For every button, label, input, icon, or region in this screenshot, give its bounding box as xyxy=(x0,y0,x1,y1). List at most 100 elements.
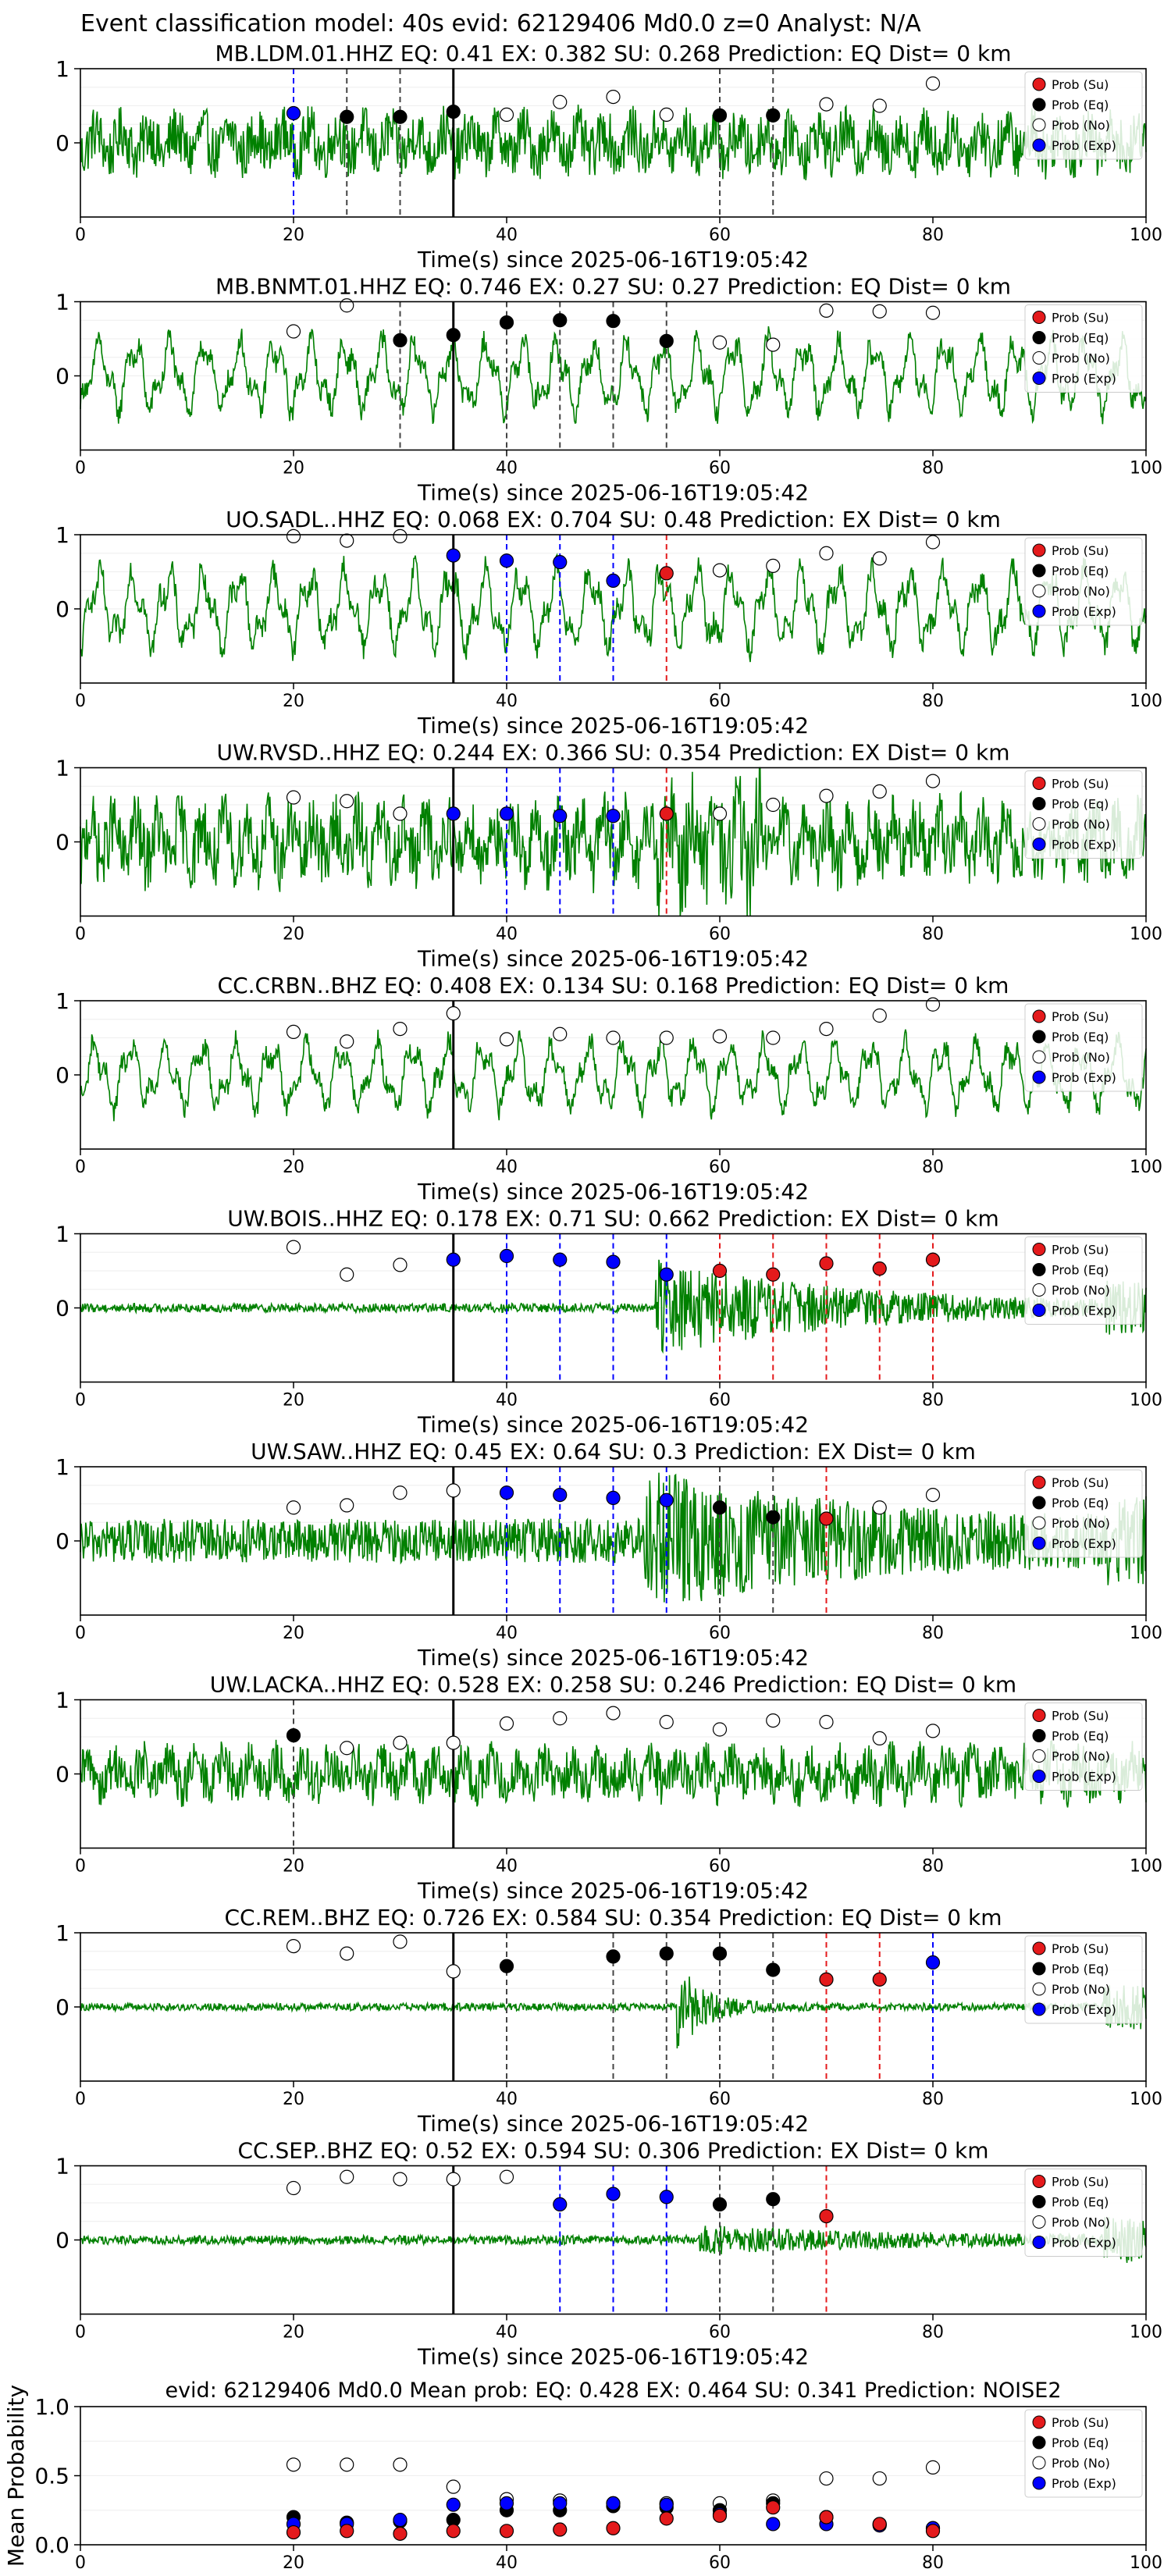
mean-marker-su xyxy=(606,2521,621,2535)
legend-label-eq: Prob (Eq) xyxy=(1052,2195,1109,2210)
prob-marker-no xyxy=(286,2180,301,2196)
x-tick-label: 40 xyxy=(496,1857,518,1877)
legend-marker-ex xyxy=(1032,1304,1046,1317)
legend-label-no: Prob (No) xyxy=(1052,1283,1110,1298)
prob-marker-no xyxy=(925,997,941,1012)
mean-marker-su xyxy=(553,2522,568,2537)
mean-marker-no xyxy=(872,2471,887,2486)
prob-marker-ex xyxy=(659,1493,674,1507)
x-tick-label: 100 xyxy=(1130,692,1162,711)
legend-frame xyxy=(1024,2169,1143,2257)
panel-title: MB.LDM.01.HHZ EQ: 0.41 EX: 0.382 SU: 0.2… xyxy=(215,41,1012,66)
prob-marker-ex xyxy=(499,806,514,821)
prob-marker-eq xyxy=(606,1949,621,1964)
x-tick-label: 100 xyxy=(1130,1391,1162,1411)
x-tick-label: 0 xyxy=(75,1624,86,1643)
prob-marker-eq xyxy=(553,313,568,328)
x-tick-label: 100 xyxy=(1130,925,1162,945)
prob-marker-no xyxy=(340,1267,354,1282)
prob-marker-eq xyxy=(499,1959,514,1973)
panel-cc-sep--bhz: CC.SEP..BHZ EQ: 0.52 EX: 0.594 SU: 0.306… xyxy=(55,2138,1162,2370)
legend-frame xyxy=(1024,1469,1143,1558)
legend-marker-ex xyxy=(1032,372,1046,385)
x-tick-label: 80 xyxy=(922,226,944,245)
prob-marker-no xyxy=(925,76,941,91)
x-tick-label: 100 xyxy=(1130,1158,1162,1177)
prob-marker-no xyxy=(712,1722,728,1737)
y-tick-label: 1 xyxy=(55,290,69,315)
x-tick-label: 60 xyxy=(709,2090,731,2109)
x-axis-label: Time(s) since 2025-06-16T19:05:42 xyxy=(417,1878,809,1904)
prob-marker-no xyxy=(872,784,887,799)
legend-marker-eq xyxy=(1032,797,1046,810)
panel-uw-saw--hhz: UW.SAW..HHZ EQ: 0.45 EX: 0.64 SU: 0.3 Pr… xyxy=(55,1439,1162,1670)
legend: Prob (Su) Prob (Eq) Prob (No) Prob (Exp) xyxy=(1024,1236,1143,1325)
legend-frame xyxy=(1024,1003,1143,1092)
prob-marker-no xyxy=(925,305,941,320)
x-tick-label: 0 xyxy=(75,1391,86,1411)
mean-marker-ex xyxy=(659,2497,674,2512)
legend-marker-su xyxy=(1032,1243,1046,1256)
x-tick-label: 60 xyxy=(709,1857,731,1877)
prob-marker-su xyxy=(766,1267,781,1282)
legend-frame xyxy=(1024,537,1143,626)
prob-marker-no xyxy=(819,97,834,112)
x-tick-label: 60 xyxy=(709,226,731,245)
legend: Prob (Su) Prob (Eq) Prob (No) Prob (Exp) xyxy=(1024,71,1143,160)
legend-marker-eq xyxy=(1032,1263,1046,1276)
panel-mb-ldm-01-hhz: MB.LDM.01.HHZ EQ: 0.41 EX: 0.382 SU: 0.2… xyxy=(55,41,1162,272)
prob-marker-no xyxy=(766,337,781,352)
legend-marker-eq xyxy=(1032,1496,1046,1510)
x-tick-label: 60 xyxy=(709,1391,731,1411)
prob-marker-su xyxy=(659,566,674,581)
prob-marker-no xyxy=(286,1240,301,1254)
legend-marker-su xyxy=(1032,1941,1046,1955)
legend: Prob (Su) Prob (Eq) Prob (No) Prob (Exp) xyxy=(1024,1703,1143,1791)
x-tick-label: 80 xyxy=(922,2323,944,2343)
panel-title: UW.LACKA..HHZ EQ: 0.528 EX: 0.258 SU: 0.… xyxy=(210,1672,1016,1698)
x-tick-label: 80 xyxy=(922,2090,944,2109)
mean-marker-su xyxy=(766,2500,781,2515)
x-tick-label: 60 xyxy=(709,2323,731,2343)
mean-marker-su xyxy=(499,2524,514,2539)
prob-marker-no xyxy=(766,558,781,574)
prob-marker-eq xyxy=(286,1728,301,1743)
mean-marker-no xyxy=(925,2460,941,2475)
legend-marker-eq xyxy=(1032,564,1046,578)
prob-marker-no xyxy=(499,1716,514,1731)
prob-marker-no xyxy=(819,788,834,803)
prob-marker-no xyxy=(446,1483,461,1498)
x-tick-label: 60 xyxy=(709,459,731,479)
prob-marker-eq xyxy=(712,1500,728,1515)
prob-marker-ex xyxy=(553,2197,568,2211)
legend-label-eq: Prob (Eq) xyxy=(1052,1729,1109,1744)
legend-marker-su xyxy=(1032,777,1046,790)
y-tick-label: 1 xyxy=(55,56,69,82)
legend-marker-ex xyxy=(1032,2476,1046,2490)
prob-marker-no xyxy=(286,1500,301,1515)
prob-marker-no xyxy=(393,806,408,821)
prob-marker-no xyxy=(286,324,301,339)
legend-label-eq: Prob (Eq) xyxy=(1052,1030,1109,1044)
prob-marker-no xyxy=(606,89,621,105)
prob-marker-no xyxy=(340,1946,354,1961)
mean-marker-no xyxy=(286,2457,301,2472)
legend: Prob (Su) Prob (Eq) Prob (No) Prob (Exp) xyxy=(1024,2169,1143,2257)
mean-marker-su xyxy=(712,2508,728,2523)
x-tick-label: 0 xyxy=(75,1158,86,1177)
x-tick-label: 40 xyxy=(496,2553,518,2573)
x-tick-label: 0 xyxy=(75,1857,86,1877)
prob-marker-eq xyxy=(499,315,514,330)
prob-marker-no xyxy=(393,1735,408,1750)
y-tick-label: 1.0 xyxy=(34,2394,69,2420)
legend: Prob (Su) Prob (Eq) Prob (No) Prob (Exp) xyxy=(1024,1469,1143,1558)
legend-label-no: Prob (No) xyxy=(1052,817,1110,832)
prob-marker-no xyxy=(925,535,941,550)
waveform-trace xyxy=(80,104,1147,180)
prob-marker-ex xyxy=(606,2186,621,2201)
prob-marker-no xyxy=(553,1026,568,1041)
y-tick-label: 0 xyxy=(55,830,69,856)
legend-marker-no xyxy=(1032,1749,1046,1763)
waveform-trace xyxy=(80,1739,1147,1809)
y-tick-label: 1 xyxy=(55,988,69,1014)
